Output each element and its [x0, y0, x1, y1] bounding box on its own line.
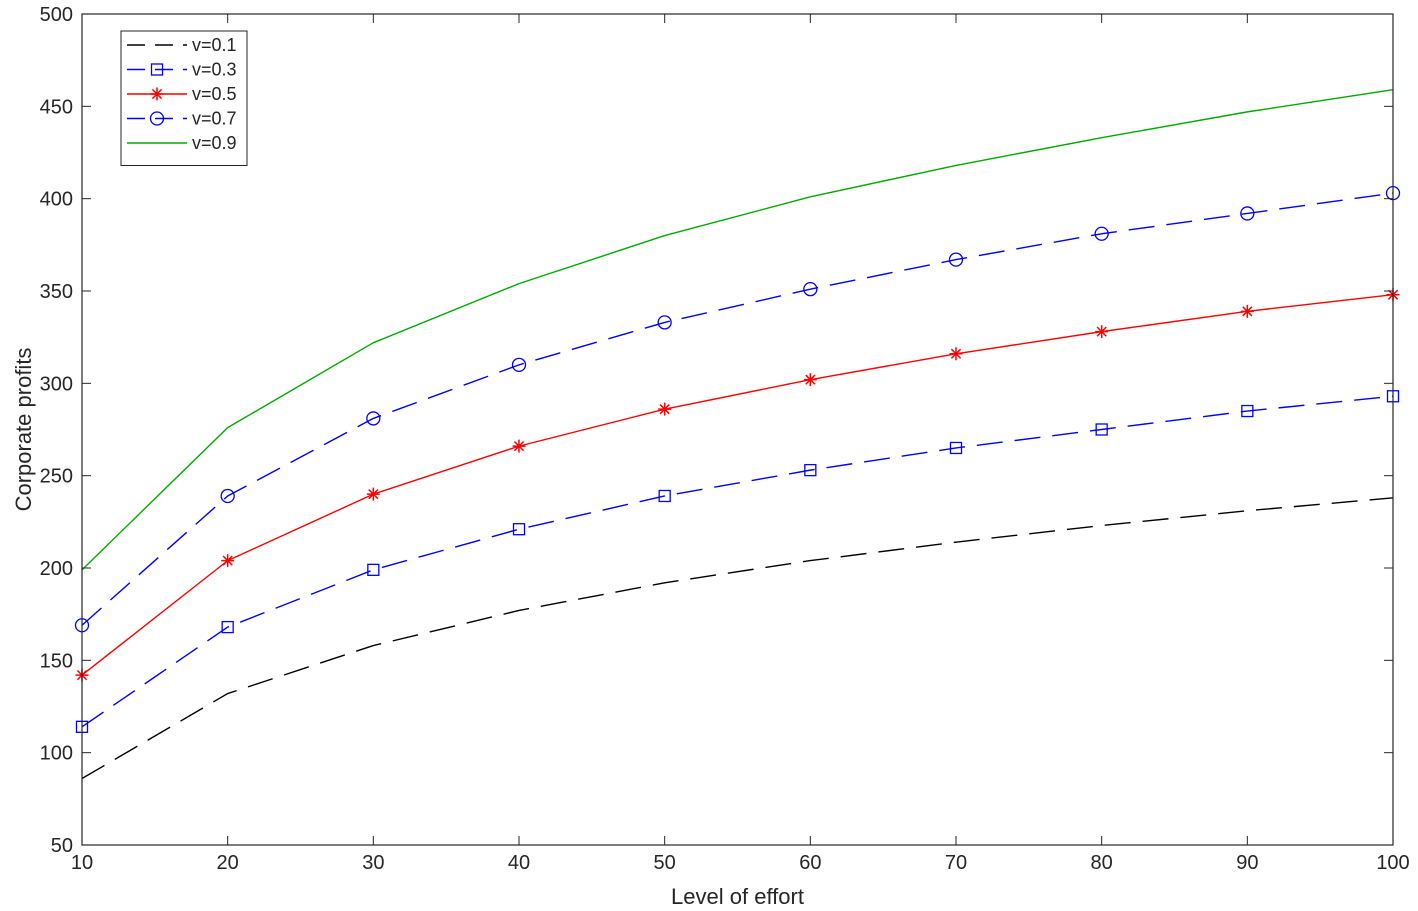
x-tick-label: 90: [1236, 852, 1258, 874]
x-tick-label: 30: [362, 852, 384, 874]
data-point-v-0-7-3: [511, 357, 527, 373]
data-point-v-0-3-3: [512, 523, 526, 536]
data-point-v-0-3-2: [367, 563, 380, 576]
data-point-v-0-7-8: [1240, 206, 1255, 221]
y-tick-label: 500: [40, 4, 73, 26]
y-tick-label: 200: [40, 558, 73, 580]
legend-label-v-0-3: v=0.3: [192, 60, 237, 80]
legend-marker-v-0-5: [150, 87, 164, 101]
data-point-v-0-7-1: [220, 488, 235, 504]
data-point-v-0-7-5: [803, 282, 818, 297]
legend-label-v-0-7: v=0.7: [192, 109, 237, 129]
y-axis-title: Corporate profits: [11, 348, 36, 512]
y-tick-label: 50: [51, 835, 73, 857]
y-tick-label: 400: [40, 189, 73, 211]
data-point-v-0-5-7: [1095, 325, 1109, 339]
x-tick-label: 60: [799, 852, 821, 874]
plot-frame: [81, 13, 1394, 846]
x-axis-title: Level of effort: [671, 884, 804, 909]
data-point-v-0-3-4: [658, 489, 671, 503]
y-tick-label: 250: [40, 466, 73, 488]
legend-label-v-0-5: v=0.5: [192, 84, 237, 104]
series-group: [74, 89, 1401, 780]
data-point-v-0-5-1: [221, 554, 235, 568]
data-point-v-0-5-5: [803, 373, 817, 387]
x-tick-label: 10: [71, 852, 93, 874]
data-point-v-0-5-8: [1240, 304, 1254, 318]
series-line-v-0-3: [81, 395, 1394, 728]
series-line-v-0-9: [81, 89, 1394, 571]
data-point-v-0-5-4: [658, 402, 672, 416]
legend: v=0.1 v=0.3 v=0.5 v=0.7 v=0.9: [120, 30, 248, 166]
data-point-v-0-5-2: [366, 487, 380, 501]
x-tick-label: 70: [945, 852, 967, 874]
data-point-v-0-7-2: [366, 411, 381, 426]
data-point-v-0-3-6: [949, 441, 963, 455]
data-point-v-0-7-7: [1094, 226, 1109, 241]
legend-label-v-0-9: v=0.9: [192, 133, 237, 153]
x-tick-label: 100: [1376, 852, 1409, 874]
x-tick-label: 50: [654, 852, 676, 874]
data-point-v-0-3-7: [1095, 423, 1108, 436]
x-tick-label: 20: [217, 852, 239, 874]
y-tick-label: 150: [40, 650, 73, 672]
x-tick-label: 40: [508, 852, 530, 874]
series-line-v-0-1: [81, 497, 1394, 780]
data-point-v-0-5-6: [949, 347, 963, 361]
y-tick-label: 450: [40, 96, 73, 118]
data-point-v-0-5-3: [512, 439, 526, 453]
data-point-v-0-7-4: [657, 315, 672, 330]
data-point-v-0-3-8: [1241, 404, 1254, 418]
x-tick-label: 80: [1091, 852, 1113, 874]
y-tick-label: 350: [40, 281, 73, 303]
data-point-v-0-3-1: [221, 620, 234, 634]
legend-marker-v-0-7: [149, 111, 165, 126]
axes-group: 10 20 30 40 50 60 70 80 90 100 50 100 150 200 250 300 35…: [40, 4, 1410, 874]
series-line-v-0-7: [81, 192, 1394, 626]
series-line-v-0-5: [81, 293, 1394, 676]
y-tick-label: 300: [40, 373, 73, 395]
legend-marker-v-0-3: [150, 63, 164, 76]
y-tick-label: 100: [40, 743, 73, 765]
data-point-v-0-3-5: [804, 463, 817, 477]
data-point-v-0-7-6: [948, 252, 964, 267]
legend-label-v-0-1: v=0.1: [192, 35, 237, 55]
